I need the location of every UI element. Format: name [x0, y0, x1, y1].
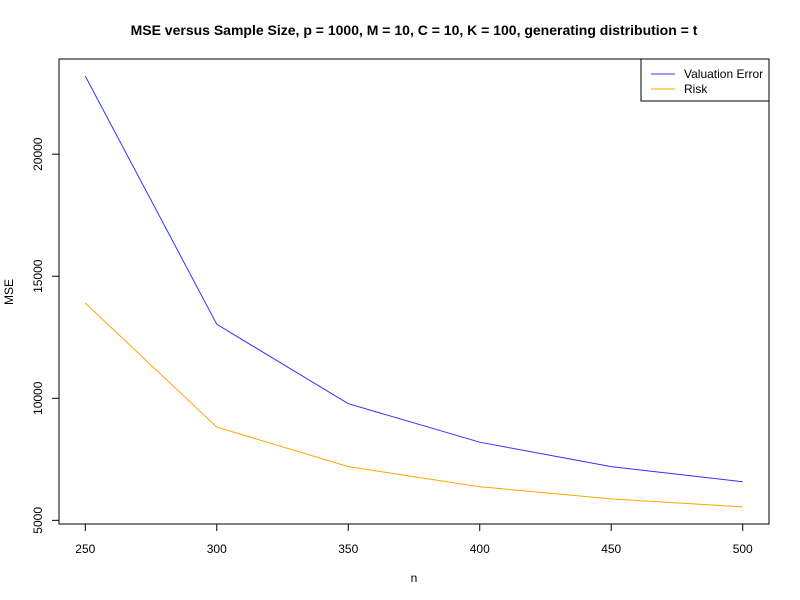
plot-frame [58, 58, 770, 525]
x-tick-label: 450 [601, 542, 621, 556]
chart-title: MSE versus Sample Size, p = 1000, M = 10… [131, 22, 698, 38]
x-tick-label: 400 [470, 542, 490, 556]
y-axis-title: MSE [2, 279, 16, 305]
x-tick-label: 300 [207, 542, 227, 556]
x-axis: 250 300 350 400 450 500 [75, 523, 753, 556]
y-axis: 5000 10000 15000 20000 [31, 137, 60, 534]
x-tick-label: 350 [338, 542, 358, 556]
legend-label-1: Risk [684, 82, 708, 96]
y-tick-label: 20000 [31, 137, 45, 171]
x-tick-label: 500 [733, 542, 753, 556]
y-tick-label: 5000 [31, 507, 45, 534]
series-layer [84, 75, 743, 508]
y-tick-label: 15000 [31, 259, 45, 293]
series-line-0 [84, 75, 743, 483]
legend-box [640, 58, 770, 102]
x-tick-label: 250 [75, 542, 95, 556]
legend-label-0: Valuation Error [684, 67, 763, 81]
x-axis-title: n [411, 571, 418, 585]
series-line-1 [84, 302, 743, 508]
y-tick-label: 10000 [31, 381, 45, 415]
